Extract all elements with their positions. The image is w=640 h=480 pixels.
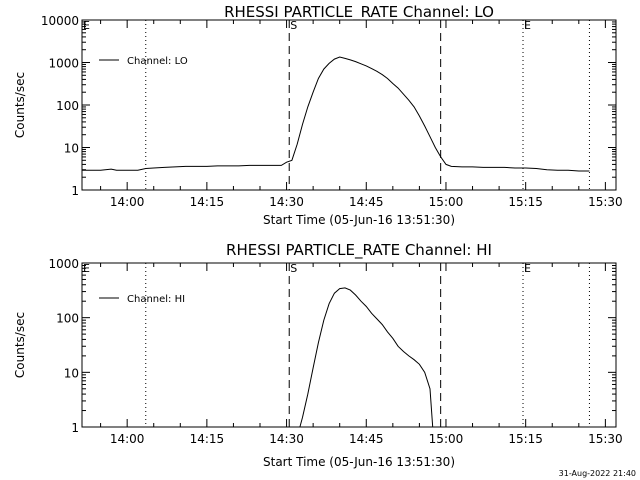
x-tick-label: 14:45 (349, 432, 384, 446)
x-tick-label: 15:30 (588, 195, 623, 209)
x-tick-label: 14:15 (190, 195, 225, 209)
timestamp-stamp: 31-Aug-2022 21:40 (558, 469, 636, 478)
y-axis-label: Counts/sec (13, 72, 27, 138)
x-axis-label: Start Time (05-Jun-16 13:51:30) (263, 213, 455, 227)
chart-panel-1: RHESSI PARTICLE_RATE Channel: HI 1 10 100 10… (13, 241, 623, 469)
x-tick-label: 15:15 (508, 195, 543, 209)
plot-frame (81, 19, 617, 191)
y-axis-label: Counts/sec (13, 312, 27, 378)
x-tick-label: 14:30 (269, 432, 304, 446)
y-tick-label: 10 (64, 366, 79, 380)
x-tick-label: 14:00 (110, 432, 145, 446)
x-axis-label: Start Time (05-Jun-16 13:51:30) (263, 455, 455, 469)
marker-label: E (83, 262, 90, 275)
y-tick-label: 100 (56, 99, 79, 113)
x-tick-label: 14:15 (190, 432, 225, 446)
x-tick-label: 14:00 (110, 195, 145, 209)
marker-label: E (524, 262, 531, 275)
chart-title: RHESSI PARTICLE_RATE Channel: HI (226, 241, 492, 260)
marker-label: E (83, 19, 90, 32)
y-tick-label: 100 (56, 312, 79, 326)
y-tick-label: 1 (71, 184, 79, 198)
y-tick-label: 1000 (48, 257, 79, 271)
y-tick-label: 10 (64, 142, 79, 156)
legend-label: Channel: HI (127, 294, 185, 305)
marker-label: S (290, 262, 297, 275)
x-tick-label: 14:30 (269, 195, 304, 209)
x-tick-label: 14:45 (349, 195, 384, 209)
x-tick-label: 15:00 (429, 432, 464, 446)
x-tick-label: 15:00 (429, 195, 464, 209)
y-tick-label: 10000 (41, 14, 79, 28)
x-tick-label: 15:30 (588, 432, 623, 446)
marker-label: S (290, 19, 297, 32)
series-line-0 (299, 287, 434, 428)
y-tick-label: 1000 (48, 57, 79, 71)
marker-label: E (524, 19, 531, 32)
chart-title: RHESSI PARTICLE_RATE Channel: LO (224, 3, 494, 22)
series-line-0 (82, 56, 590, 172)
y-tick-label: 1 (71, 421, 79, 435)
x-tick-label: 15:15 (508, 432, 543, 446)
chart-panel-0: RHESSI PARTICLE_RATE Channel: LO 1 10 100 10… (13, 3, 623, 227)
legend-label: Channel: LO (127, 56, 188, 67)
plot-frame (81, 262, 617, 428)
